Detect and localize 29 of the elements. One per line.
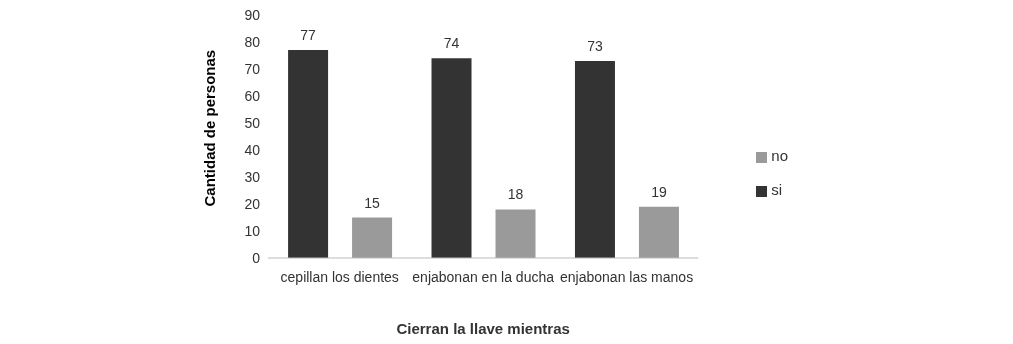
data-label: 77 <box>300 27 317 44</box>
data-label: 19 <box>651 183 667 200</box>
y-tick-label: 40 <box>244 141 261 158</box>
y-tick-label: 20 <box>244 195 261 212</box>
x-tick-label: enjabonan las manos <box>560 269 694 285</box>
y-tick-label: 30 <box>244 168 261 185</box>
y-tick-label: 50 <box>244 114 261 131</box>
bar <box>431 58 472 258</box>
data-label: 73 <box>587 37 603 54</box>
data-label: 18 <box>507 186 524 203</box>
x-tick-label: cepillan los dientes <box>280 269 399 285</box>
data-label: 74 <box>443 35 460 52</box>
bar <box>495 209 536 258</box>
data-label: 15 <box>364 194 381 211</box>
y-tick-label: 70 <box>244 60 261 77</box>
y-tick-label: 90 <box>244 6 261 23</box>
y-tick-label: 0 <box>252 249 261 266</box>
bar <box>574 60 615 258</box>
y-tick-label: 60 <box>244 87 261 104</box>
y-tick-label: 10 <box>244 222 261 239</box>
x-axis-title: Cierran la llave mientras <box>396 320 570 337</box>
legend-label: si <box>771 181 783 198</box>
y-axis-title: Cantidad de personas <box>201 49 219 207</box>
legend-label: no <box>771 147 788 164</box>
y-tick-label: 80 <box>244 33 261 50</box>
x-tick-label: enjabonan en la ducha <box>412 269 555 285</box>
bar <box>638 206 679 258</box>
bar <box>288 50 329 258</box>
bar <box>352 217 393 258</box>
